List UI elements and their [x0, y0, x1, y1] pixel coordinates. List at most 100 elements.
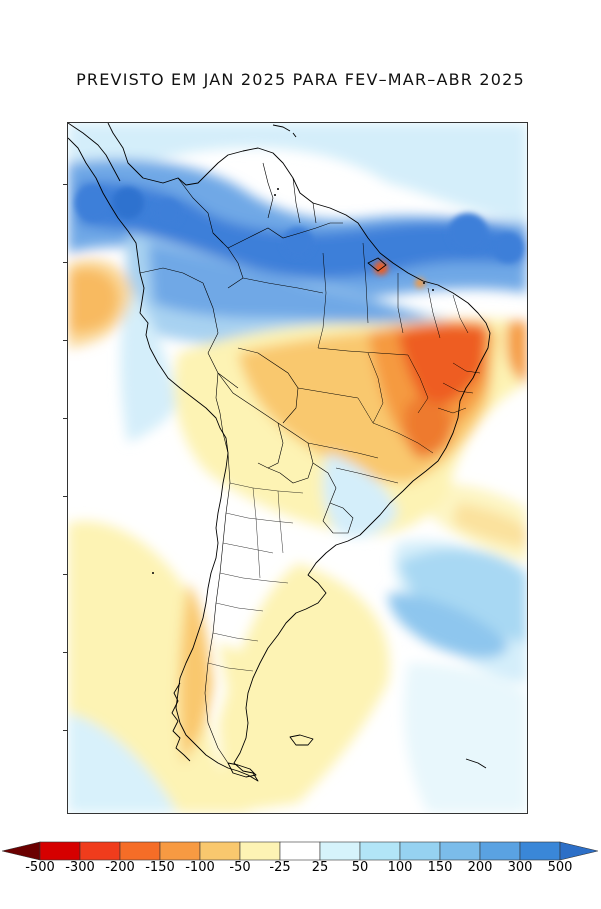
- colorbar-tick-label: -150: [145, 860, 175, 875]
- map-panel: [67, 122, 528, 814]
- caribbean-island-2: [292, 132, 297, 138]
- state-border-16: [437, 407, 467, 414]
- colorbar-arrow-right: [559, 841, 598, 861]
- province-border-9: [277, 490, 284, 554]
- colorbar-tick-label: 500: [547, 860, 573, 875]
- border-argentina-brazil: [312, 462, 337, 504]
- blob-blue-1: [75, 185, 111, 221]
- border-guyana-suriname: [292, 177, 301, 224]
- border-uruguay: [322, 502, 354, 534]
- colorbar-swatch: [399, 841, 441, 861]
- axis-tick: [63, 496, 67, 497]
- state-border-8: [367, 352, 384, 424]
- state-border-7: [317, 347, 409, 356]
- field-pale-yellow-atlantic: [218, 563, 390, 813]
- colorbar-tick-label: -500: [25, 860, 55, 875]
- colorbar: [2, 841, 598, 861]
- blob-blue-3: [154, 199, 182, 227]
- colorbar-arrow-left: [2, 841, 41, 861]
- coastline: [68, 123, 491, 782]
- colorbar-tick-label: -100: [185, 860, 215, 875]
- colorbar-swatch: [519, 841, 561, 861]
- south-georgia: [465, 758, 487, 769]
- field-yellow-patagonia: [218, 643, 298, 702]
- state-border-13: [335, 467, 399, 484]
- colorbar-tick-label: 100: [387, 860, 413, 875]
- border-argentina-paraguay: [257, 462, 281, 474]
- colorbar-swatch: [479, 841, 521, 861]
- field-pale-blue-south: [404, 663, 527, 813]
- colorbar-swatch: [119, 841, 161, 861]
- tierra-del-fuego: [227, 762, 257, 778]
- colorbar-tick-label: -25: [269, 860, 291, 875]
- field-yellow-pacific-n: [68, 259, 133, 348]
- falkland-islands: [289, 734, 314, 746]
- field-pale-blue-west: [120, 283, 178, 443]
- colorbar-swatch: [319, 841, 361, 861]
- axis-tick: [63, 418, 67, 419]
- border-argentina-chile: [204, 452, 231, 764]
- border-bolivia: [217, 372, 284, 469]
- border-colombia-ecuador-peru: [139, 267, 204, 284]
- island-dot: [423, 282, 425, 284]
- border-brazil-north: [299, 222, 343, 234]
- state-border-12: [307, 442, 379, 459]
- caribbean-island-1: [272, 124, 291, 132]
- field-strong-blue-north: [78, 182, 527, 279]
- colorbar-tick-label: -50: [229, 860, 251, 875]
- argentina-provinces: [207, 482, 304, 672]
- province-border-1: [229, 482, 304, 494]
- state-border-11: [372, 422, 434, 454]
- island-dot: [432, 289, 434, 291]
- field-blue-atlantic-2: [388, 593, 508, 658]
- field-yellow-atlantic-s: [428, 483, 527, 563]
- province-border-6: [212, 632, 259, 642]
- blob-blue-6: [493, 233, 523, 263]
- border-chile-bolivia: [219, 412, 229, 454]
- field-blue-north: [68, 123, 527, 223]
- state-border-2: [317, 252, 327, 349]
- axis-tick: [63, 652, 67, 653]
- state-border-1: [242, 277, 324, 294]
- state-border-14: [452, 362, 481, 374]
- state-border-10: [297, 387, 374, 424]
- colorbar-tick-label: 25: [311, 860, 329, 875]
- colorbar-swatch: [279, 841, 321, 861]
- chile-fjords: [171, 682, 191, 762]
- province-border-2: [225, 512, 294, 524]
- province-border-5: [215, 602, 264, 612]
- colorbar-tick-label: 150: [427, 860, 453, 875]
- field-orange-east-ocean: [506, 320, 527, 383]
- blob-blue-2: [112, 187, 144, 219]
- colorbar-swatch: [239, 841, 281, 861]
- colorbar-labels: -500 -300 -200 -150 -100 -50 -25 25 50 100 150 200 3…: [0, 860, 601, 880]
- colorbar-swatch: [359, 841, 401, 861]
- axis-tick: [63, 574, 67, 575]
- page-title: PREVISTO EM JAN 2025 PARA FEV–MAR–ABR 20…: [76, 70, 525, 89]
- colorbar-tick-label: 300: [507, 860, 533, 875]
- state-border-9: [407, 354, 429, 414]
- island-dot: [152, 572, 154, 574]
- colorbar-swatch: [439, 841, 481, 861]
- axis-tick: [63, 184, 67, 185]
- colorbar-swatch: [39, 841, 81, 861]
- brazil-state-borders: [242, 242, 481, 484]
- border-colombia-brazil: [212, 232, 244, 289]
- province-border-4: [219, 572, 289, 584]
- state-border-6: [452, 294, 469, 334]
- country-borders: [139, 162, 354, 764]
- island-dot: [274, 194, 276, 196]
- axis-tick: [63, 340, 67, 341]
- border-peru-brazil: [202, 282, 239, 389]
- colorbar-tick-label: 50: [351, 860, 369, 875]
- colorbar-swatch: [159, 841, 201, 861]
- axis-tick: [63, 730, 67, 731]
- border-bolivia-brazil: [237, 347, 299, 424]
- border-peru-bolivia: [215, 372, 221, 414]
- province-border-8: [252, 487, 261, 579]
- border-venezuela-brazil: [227, 227, 301, 249]
- province-border-3: [222, 542, 274, 554]
- anomaly-map: [68, 123, 527, 813]
- colorbar-tick-label: 200: [467, 860, 493, 875]
- state-border-3: [362, 242, 369, 324]
